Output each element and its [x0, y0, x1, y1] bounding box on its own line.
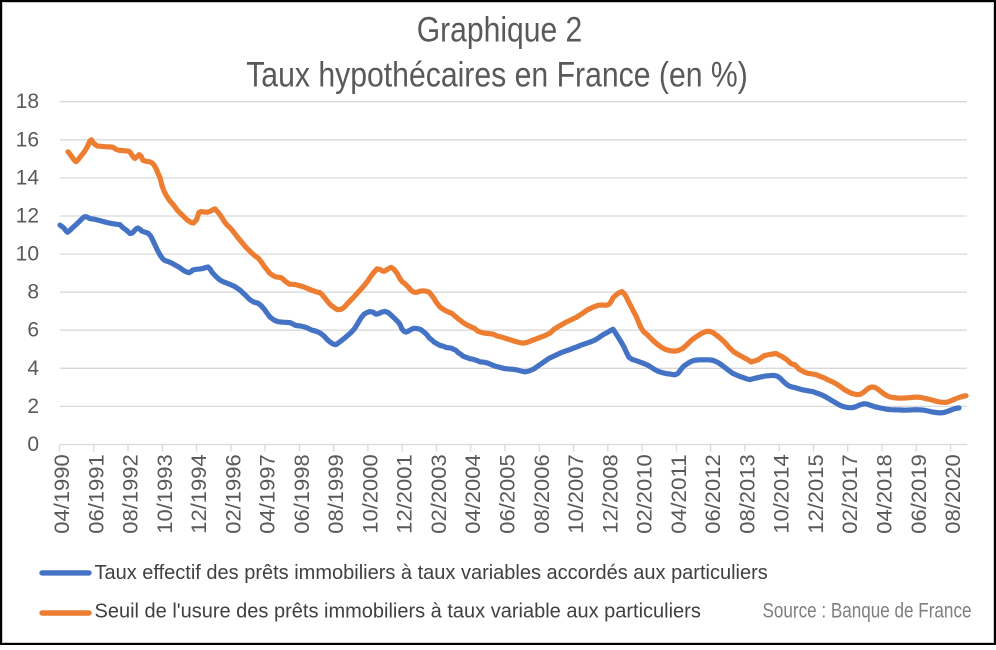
- svg-text:02/2017: 02/2017: [839, 454, 862, 534]
- svg-text:Graphique 2: Graphique 2: [417, 10, 583, 49]
- svg-text:Seuil de l'usure des prêts imm: Seuil de l'usure des prêts immobiliers à…: [95, 601, 701, 623]
- svg-text:02/1996: 02/1996: [222, 454, 245, 534]
- svg-text:04/2011: 04/2011: [668, 454, 691, 534]
- svg-text:Taux effectif des prêts immobi: Taux effectif des prêts immobiliers à ta…: [95, 562, 768, 584]
- svg-text:12/1994: 12/1994: [188, 454, 211, 534]
- svg-text:06/2005: 06/2005: [497, 454, 520, 534]
- svg-text:12/2001: 12/2001: [394, 454, 417, 534]
- svg-text:10: 10: [16, 243, 39, 266]
- svg-text:12: 12: [16, 205, 39, 228]
- svg-text:Source : Banque de France: Source : Banque de France: [763, 600, 972, 623]
- svg-text:04/2004: 04/2004: [462, 454, 485, 534]
- svg-text:12/2015: 12/2015: [805, 454, 828, 534]
- svg-text:08/1999: 08/1999: [325, 454, 348, 534]
- svg-text:04/2018: 04/2018: [874, 454, 897, 534]
- svg-text:2: 2: [27, 395, 39, 418]
- svg-text:0: 0: [27, 433, 39, 456]
- svg-text:4: 4: [27, 357, 39, 380]
- svg-text:14: 14: [16, 166, 40, 189]
- svg-text:6: 6: [27, 319, 39, 342]
- svg-text:06/2012: 06/2012: [702, 454, 725, 534]
- svg-text:Taux hypothécaires en France (: Taux hypothécaires en France (en %): [246, 55, 748, 94]
- svg-text:10/2014: 10/2014: [771, 454, 794, 534]
- svg-text:10/2000: 10/2000: [359, 454, 382, 534]
- svg-text:08/2020: 08/2020: [942, 454, 965, 534]
- svg-text:16: 16: [16, 128, 39, 151]
- svg-text:06/2019: 06/2019: [908, 454, 931, 534]
- svg-text:04/1997: 04/1997: [257, 454, 280, 534]
- svg-text:02/2003: 02/2003: [428, 454, 451, 534]
- svg-text:18: 18: [16, 90, 39, 113]
- svg-text:06/1998: 06/1998: [291, 454, 314, 534]
- svg-text:06/1991: 06/1991: [85, 454, 108, 534]
- svg-text:10/2007: 10/2007: [565, 454, 588, 534]
- svg-text:10/1993: 10/1993: [154, 454, 177, 534]
- svg-text:12/2008: 12/2008: [599, 454, 622, 534]
- svg-text:08/1992: 08/1992: [120, 454, 143, 534]
- svg-text:8: 8: [27, 281, 39, 304]
- svg-text:02/2010: 02/2010: [634, 454, 657, 534]
- svg-text:04/1990: 04/1990: [51, 454, 74, 534]
- svg-text:08/2013: 08/2013: [736, 454, 759, 534]
- svg-text:08/2006: 08/2006: [531, 454, 554, 534]
